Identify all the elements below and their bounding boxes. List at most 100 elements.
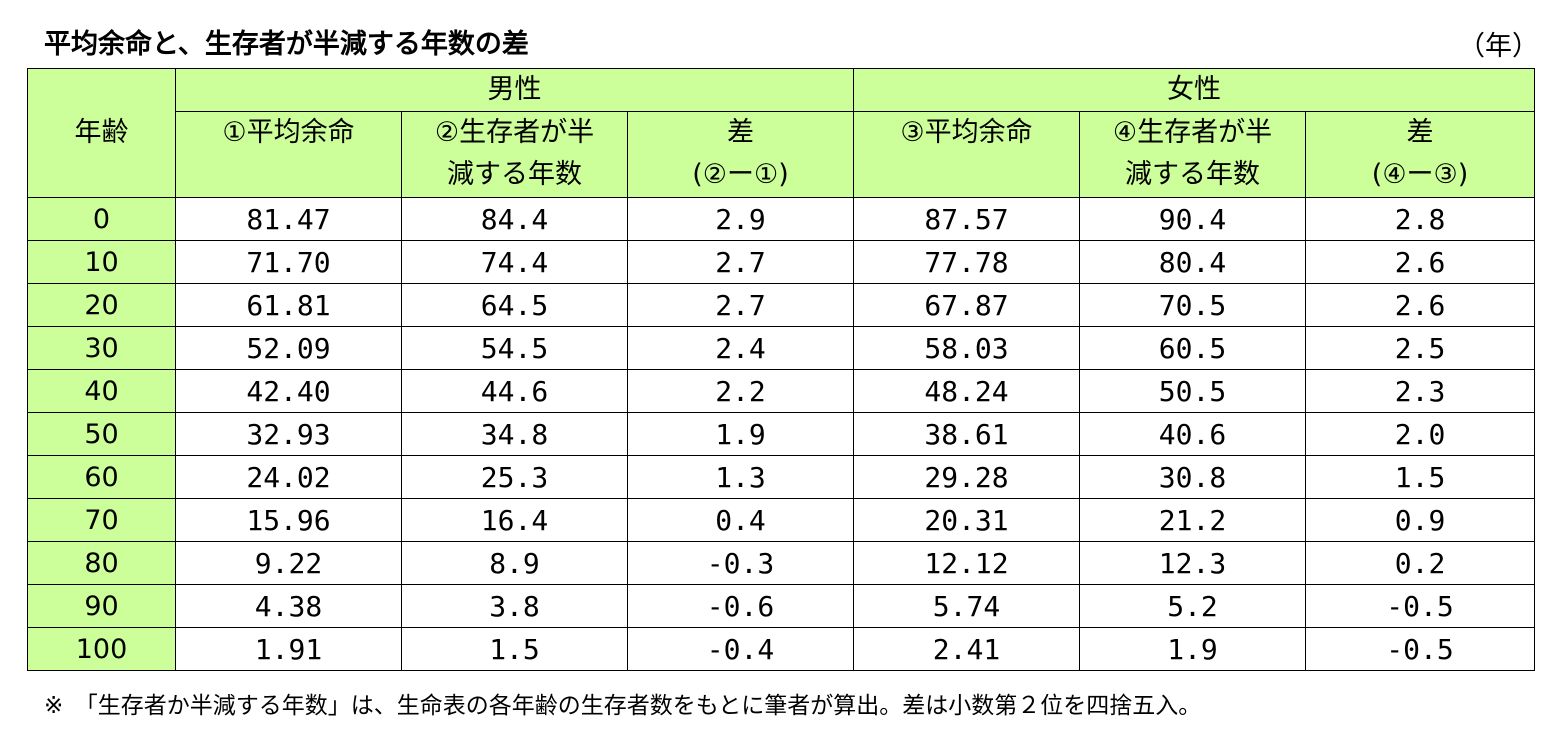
male-half-cell: 25.3 [401, 455, 628, 499]
male-life-expectancy-header: ①平均余命 [175, 111, 402, 198]
male-half-cell: 8.9 [401, 541, 628, 585]
male-life-cell: 42.40 [175, 369, 402, 413]
female-difference-header: 差 (④ー③) [1305, 111, 1536, 198]
table-row: 70 15.96 16.4 0.4 20.31 21.2 0.9 [27, 498, 1536, 542]
female-life-cell: 38.61 [853, 412, 1081, 456]
header-line1: ②生存者が半 [434, 117, 595, 148]
male-group-header: 男性 [174, 68, 855, 112]
female-half-cell: 1.9 [1079, 627, 1307, 671]
life-expectancy-table: 年齢 男性 女性 ①平均余命 ②生存者が半 減する年数 差 (②ー①) ③平均余… [27, 68, 1536, 671]
male-life-cell: 81.47 [175, 197, 402, 241]
female-half-cell: 70.5 [1079, 283, 1307, 327]
age-cell: 40 [27, 369, 176, 413]
table-row: 80 9.22 8.9 -0.3 12.12 12.3 0.2 [27, 541, 1536, 585]
female-diff-cell: -0.5 [1305, 584, 1536, 628]
female-half-cell: 12.3 [1079, 541, 1307, 585]
female-half-survival-header: ④生存者が半 減する年数 [1079, 111, 1307, 198]
age-cell: 100 [27, 627, 176, 671]
table-row: 40 42.40 44.6 2.2 48.24 50.5 2.3 [27, 369, 1536, 413]
male-difference-header: 差 (②ー①) [626, 111, 855, 198]
male-diff-cell: 2.9 [626, 197, 855, 241]
male-half-cell: 84.4 [401, 197, 628, 241]
age-cell: 90 [27, 584, 176, 628]
male-life-cell: 24.02 [175, 455, 402, 499]
male-diff-cell: -0.3 [626, 541, 855, 585]
male-diff-cell: 1.3 [626, 455, 855, 499]
female-half-cell: 50.5 [1079, 369, 1307, 413]
table-row: 0 81.47 84.4 2.9 87.57 90.4 2.8 [27, 197, 1536, 241]
female-life-cell: 67.87 [853, 283, 1081, 327]
female-half-cell: 30.8 [1079, 455, 1307, 499]
header-line1: 差 [727, 117, 754, 148]
unit-label: （年） [1458, 31, 1539, 62]
female-half-cell: 90.4 [1079, 197, 1307, 241]
female-half-cell: 80.4 [1079, 240, 1307, 284]
female-life-cell: 87.57 [853, 197, 1081, 241]
female-life-cell: 5.74 [853, 584, 1081, 628]
male-half-cell: 74.4 [401, 240, 628, 284]
header-line1: ③平均余命 [900, 117, 1033, 148]
age-cell: 30 [27, 326, 176, 370]
page-title: 平均余命と、生存者が半減する年数の差 [44, 29, 529, 60]
header-line2: (④ー③) [1371, 159, 1469, 190]
female-group-header: 女性 [853, 68, 1536, 112]
male-half-cell: 3.8 [401, 584, 628, 628]
female-life-cell: 2.41 [853, 627, 1081, 671]
female-life-cell: 20.31 [853, 498, 1081, 542]
male-diff-cell: 2.7 [626, 283, 855, 327]
age-cell: 20 [27, 283, 176, 327]
female-diff-cell: 2.5 [1305, 326, 1536, 370]
female-diff-cell: 2.3 [1305, 369, 1536, 413]
header-line1: ④生存者が半 [1112, 117, 1273, 148]
header-line2: 減する年数 [1125, 159, 1261, 190]
male-diff-cell: -0.6 [626, 584, 855, 628]
female-diff-cell: 2.6 [1305, 283, 1536, 327]
male-half-cell: 16.4 [401, 498, 628, 542]
female-life-cell: 58.03 [853, 326, 1081, 370]
male-half-cell: 64.5 [401, 283, 628, 327]
female-diff-cell: 2.8 [1305, 197, 1536, 241]
male-life-cell: 15.96 [175, 498, 402, 542]
header-line1: ①平均余命 [222, 117, 355, 148]
male-life-cell: 32.93 [175, 412, 402, 456]
age-cell: 10 [27, 240, 176, 284]
table-row: 50 32.93 34.8 1.9 38.61 40.6 2.0 [27, 412, 1536, 456]
female-diff-cell: 2.6 [1305, 240, 1536, 284]
male-life-cell: 1.91 [175, 627, 402, 671]
male-diff-cell: 0.4 [626, 498, 855, 542]
male-half-cell: 34.8 [401, 412, 628, 456]
male-life-cell: 71.70 [175, 240, 402, 284]
male-diff-cell: 1.9 [626, 412, 855, 456]
table-row: 30 52.09 54.5 2.4 58.03 60.5 2.5 [27, 326, 1536, 370]
female-half-cell: 21.2 [1079, 498, 1307, 542]
header-line1: 差 [1406, 117, 1434, 148]
male-half-cell: 54.5 [401, 326, 628, 370]
female-half-cell: 5.2 [1079, 584, 1307, 628]
male-half-survival-header: ②生存者が半 減する年数 [401, 111, 628, 198]
male-diff-cell: 2.7 [626, 240, 855, 284]
female-diff-cell: -0.5 [1305, 627, 1536, 671]
male-half-cell: 44.6 [401, 369, 628, 413]
age-header: 年齢 [27, 68, 176, 198]
female-life-cell: 77.78 [853, 240, 1081, 284]
female-life-expectancy-header: ③平均余命 [853, 111, 1081, 198]
male-life-cell: 52.09 [175, 326, 402, 370]
age-cell: 80 [27, 541, 176, 585]
female-diff-cell: 0.2 [1305, 541, 1536, 585]
header-line2: 減する年数 [447, 159, 582, 190]
male-diff-cell: 2.4 [626, 326, 855, 370]
table-row: 10 71.70 74.4 2.7 77.78 80.4 2.6 [27, 240, 1536, 284]
female-life-cell: 48.24 [853, 369, 1081, 413]
footnote: ※ 「生存者か半減する年数」は、生命表の各年齢の生存者数をもとに筆者が算出。差は… [44, 693, 1202, 719]
table-row: 100 1.91 1.5 -0.4 2.41 1.9 -0.5 [27, 627, 1536, 671]
male-diff-cell: 2.2 [626, 369, 855, 413]
table-row: 90 4.38 3.8 -0.6 5.74 5.2 -0.5 [27, 584, 1536, 628]
header-line2: (②ー①) [692, 159, 789, 190]
female-half-cell: 60.5 [1079, 326, 1307, 370]
age-cell: 70 [27, 498, 176, 542]
age-cell: 0 [27, 197, 176, 241]
table-row: 20 61.81 64.5 2.7 67.87 70.5 2.6 [27, 283, 1536, 327]
female-diff-cell: 0.9 [1305, 498, 1536, 542]
age-cell: 60 [27, 455, 176, 499]
male-diff-cell: -0.4 [626, 627, 855, 671]
